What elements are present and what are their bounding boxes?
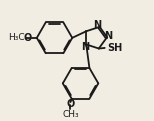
Text: N: N — [93, 20, 101, 30]
Text: CH₃: CH₃ — [62, 110, 79, 119]
Text: N: N — [104, 31, 112, 41]
Text: SH: SH — [107, 43, 122, 53]
Text: N: N — [81, 42, 89, 52]
Text: O: O — [24, 33, 32, 43]
Text: O: O — [66, 99, 75, 109]
Text: H₃C: H₃C — [9, 33, 25, 42]
